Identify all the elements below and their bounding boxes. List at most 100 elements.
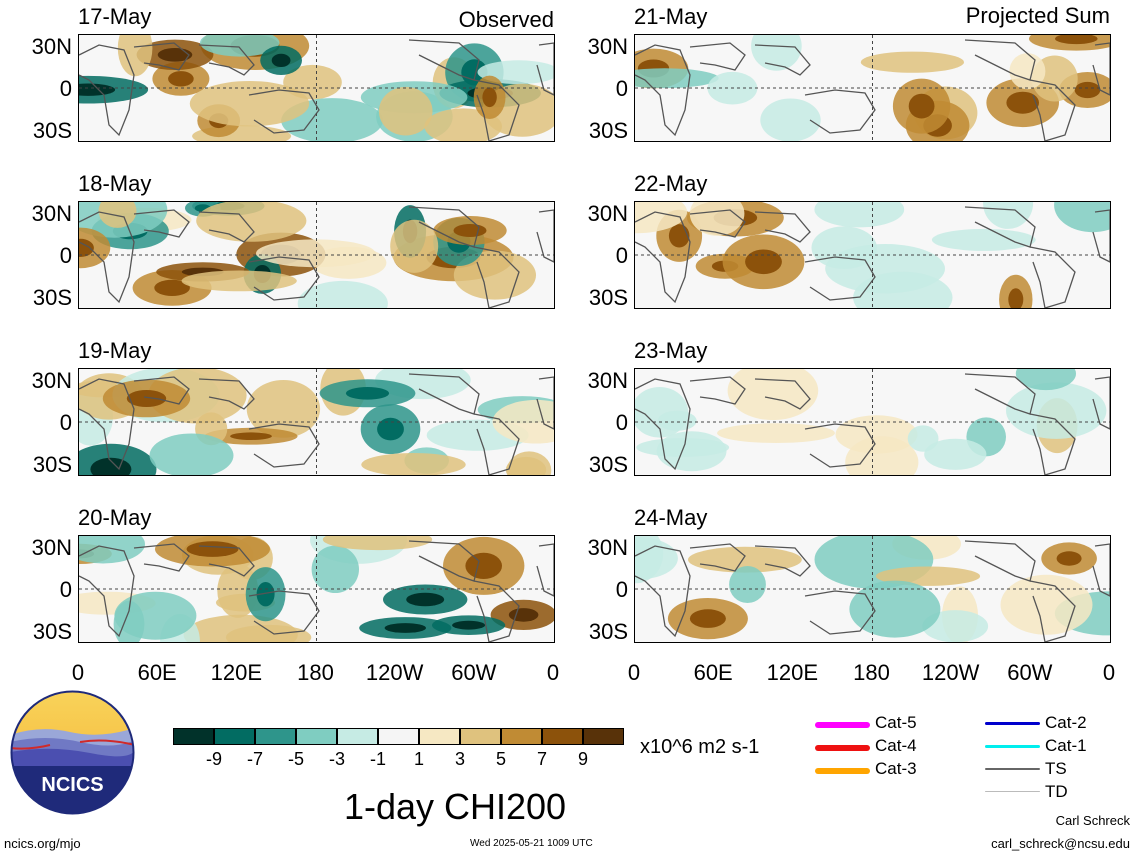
anomaly-core <box>453 224 487 237</box>
coastline <box>1092 209 1110 263</box>
lon-label: 60E <box>137 660 177 685</box>
coastline <box>79 545 135 638</box>
coastline <box>1029 413 1076 475</box>
anomaly-blob <box>635 202 688 234</box>
colorbar-label: -3 <box>328 749 345 769</box>
anomaly-core <box>79 83 116 96</box>
anomaly-core <box>1006 91 1039 114</box>
anomaly-core <box>406 592 445 607</box>
anomaly-blob <box>1009 53 1046 90</box>
panel-date: 21-May <box>634 4 708 29</box>
anomaly-blob <box>656 431 727 472</box>
observed-title: Observed <box>458 7 554 32</box>
legend-line <box>985 768 1040 770</box>
coastline <box>198 44 255 76</box>
anomaly-core <box>745 249 782 275</box>
anomaly-core <box>384 623 426 633</box>
coastline <box>133 209 190 238</box>
panel-date: 17-May <box>78 4 152 29</box>
anomaly-blob <box>924 438 987 470</box>
legend-label: TS <box>1045 759 1067 778</box>
lat-label: 0 <box>59 243 72 268</box>
logo-text: NCICS <box>41 774 103 796</box>
anomaly-blob <box>149 433 234 475</box>
lat-label: 30S <box>588 619 628 644</box>
anomaly-blob <box>378 86 433 136</box>
coastline <box>1092 543 1110 597</box>
map-panel <box>634 368 1111 476</box>
author: Carl Schreck <box>1055 813 1130 828</box>
anomaly-blob <box>256 239 376 268</box>
anomaly-blob <box>189 81 310 127</box>
colorbar-label: 7 <box>536 749 547 769</box>
map-panel <box>78 368 555 476</box>
lon-label: 60W <box>1007 660 1053 685</box>
projected-title: Projected Sum <box>965 3 1110 28</box>
anomaly-blob <box>814 202 905 228</box>
panel-date: 18-May <box>78 171 152 196</box>
anomaly-core <box>465 552 503 579</box>
anomaly-blob <box>225 624 312 642</box>
anomaly-blob <box>361 453 466 475</box>
anomaly-blob <box>751 35 802 71</box>
anomaly-core <box>452 620 486 630</box>
coastline <box>1029 246 1076 308</box>
anomaly-blob <box>98 202 137 228</box>
anomaly-core <box>508 608 539 622</box>
anomaly-blob <box>117 35 153 77</box>
anomaly-blob <box>1054 202 1110 233</box>
colorbar-swatch <box>583 728 624 745</box>
anomaly-blob <box>390 219 439 273</box>
colorbar-swatch <box>337 728 378 745</box>
coastline <box>79 44 135 137</box>
coastline <box>198 545 255 577</box>
colorbar-swatch <box>501 728 542 745</box>
lat-label: 0 <box>59 76 72 101</box>
anomaly-blob <box>1000 574 1093 635</box>
colorbar-swatch <box>419 728 460 745</box>
colorbar-label: -9 <box>205 749 222 769</box>
lon-label: 180 <box>853 660 890 685</box>
coastline <box>754 545 811 577</box>
anomaly-blob <box>760 98 821 141</box>
anomaly-core <box>1055 35 1098 45</box>
map-panel <box>78 535 555 643</box>
colorbar-label: 3 <box>454 749 465 769</box>
lat-label: 30S <box>588 452 628 477</box>
anomaly-blob <box>849 580 941 638</box>
colorbar-label: 9 <box>577 749 588 769</box>
lat-label: 30N <box>31 368 72 393</box>
legend-label: TD <box>1045 782 1068 801</box>
lon-label: 180 <box>297 660 334 685</box>
coastline <box>635 44 691 137</box>
panel-date: 19-May <box>78 338 152 363</box>
anomaly-blob <box>453 250 536 300</box>
map-panel <box>78 34 555 142</box>
lat-label: 0 <box>615 410 628 435</box>
map-panel <box>634 201 1111 309</box>
anomaly-blob <box>860 51 964 73</box>
anomaly-blob <box>196 202 307 242</box>
lon-label: 120W <box>921 660 980 685</box>
coastline <box>689 543 746 572</box>
ncics-logo: NCICS <box>10 690 135 815</box>
panel-date: 20-May <box>78 505 152 530</box>
lon-label: 120W <box>365 660 424 685</box>
coastline <box>133 42 190 71</box>
map-panel <box>78 201 555 309</box>
coastline <box>473 79 520 141</box>
lat-label: 0 <box>615 243 628 268</box>
colorbar-swatch <box>378 728 419 745</box>
anomaly-core <box>154 279 190 296</box>
coastline <box>1092 376 1110 430</box>
coastline <box>473 413 520 475</box>
coastline <box>536 376 554 430</box>
lat-label: 30S <box>588 285 628 310</box>
coastline <box>473 246 520 308</box>
anomaly-core <box>461 59 488 86</box>
coastline <box>198 211 255 243</box>
coastline <box>473 580 520 642</box>
colorbar-swatch <box>173 728 214 745</box>
colorbar-label: -1 <box>369 749 386 769</box>
legend-line <box>815 722 870 728</box>
